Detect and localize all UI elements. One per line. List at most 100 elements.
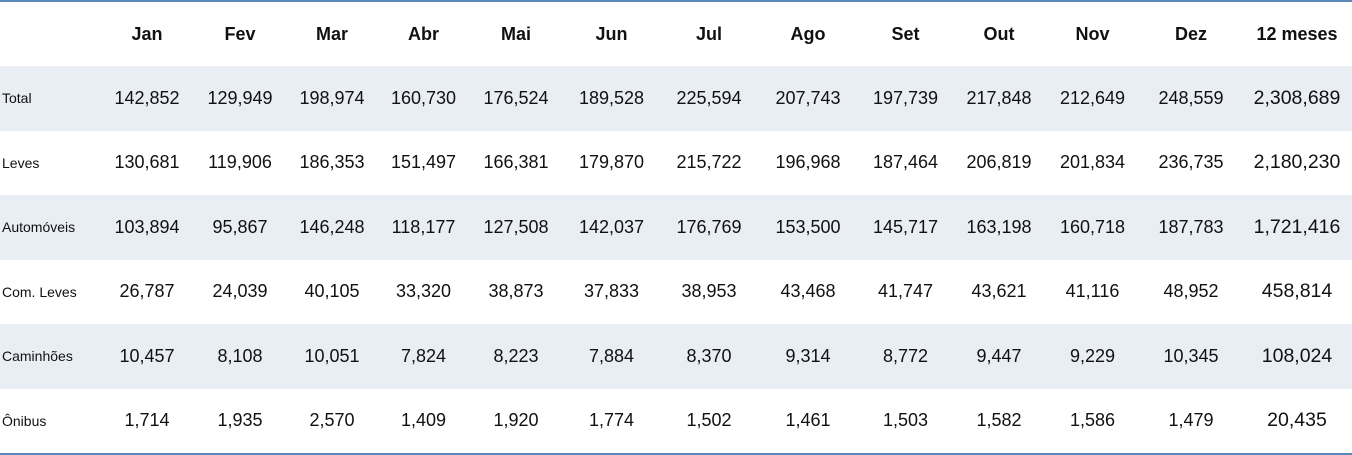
value-cell: 236,735 <box>1158 152 1224 173</box>
value-cell: 48,952 <box>1163 281 1219 302</box>
value-cell: 1,586 <box>1069 410 1116 431</box>
value-cell: 40,105 <box>304 281 360 302</box>
column-header: Fev <box>224 23 256 44</box>
value-cell: 160,730 <box>378 66 469 131</box>
value-cell: 1,461 <box>785 410 831 431</box>
total-cell: 2,308,689 <box>1242 66 1352 131</box>
value-cell: 176,524 <box>469 66 563 131</box>
value-cell: 217,848 <box>953 66 1045 131</box>
total-cell: 1,721,416 <box>1242 195 1352 260</box>
value-cell: 225,594 <box>660 66 758 131</box>
total-cell: 2,180,230 <box>1253 151 1341 174</box>
column-header: Nov <box>1075 23 1110 44</box>
value-cell: 176,769 <box>660 195 758 260</box>
value-cell: 9,314 <box>758 324 858 389</box>
column-header: Jul <box>695 23 722 44</box>
value-cell: 1,503 <box>882 410 929 431</box>
value-cell: 248,559 <box>1140 66 1242 131</box>
value-cell: 1,935 <box>217 410 263 431</box>
value-cell: 145,717 <box>858 195 953 260</box>
value-cell: 129,949 <box>194 66 286 131</box>
value-cell: 187,464 <box>872 152 939 173</box>
column-header: Mar <box>315 23 348 44</box>
total-cell: 458,814 <box>1261 280 1333 303</box>
value-cell: 10,345 <box>1140 324 1242 389</box>
value-cell: 38,953 <box>681 281 737 302</box>
value-cell: 8,370 <box>660 324 758 389</box>
value-cell: 10,457 <box>100 324 194 389</box>
value-cell: 186,353 <box>299 152 365 173</box>
table-row: Caminhões 10,457 8,108 10,051 7,824 8,223 7,88… <box>0 324 1352 389</box>
value-cell: 1,479 <box>1168 410 1214 431</box>
total-cell: 20,435 <box>1267 409 1327 432</box>
value-cell: 43,621 <box>971 281 1027 302</box>
value-cell: 41,747 <box>877 281 934 302</box>
value-cell: 196,968 <box>775 152 841 173</box>
value-cell: 153,500 <box>758 195 858 260</box>
value-cell: 142,852 <box>100 66 194 131</box>
value-cell: 2,570 <box>309 410 355 431</box>
row-label: Total <box>0 66 100 131</box>
row-label: Leves <box>2 154 40 171</box>
column-header: Mai <box>500 23 531 44</box>
table-row: Com. Leves 26,787 24,039 40,105 33,320 38,873… <box>0 260 1352 325</box>
value-cell: 33,320 <box>395 281 452 302</box>
value-cell: 24,039 <box>212 281 268 302</box>
value-cell: 7,884 <box>563 324 660 389</box>
total-cell: 108,024 <box>1242 324 1352 389</box>
value-cell: 7,824 <box>378 324 469 389</box>
row-label: Ônibus <box>2 412 47 429</box>
row-label: Caminhões <box>0 324 100 389</box>
value-cell: 43,468 <box>780 281 836 302</box>
value-cell: 207,743 <box>758 66 858 131</box>
value-cell: 160,718 <box>1045 195 1140 260</box>
value-cell: 212,649 <box>1045 66 1140 131</box>
value-cell: 189,528 <box>563 66 660 131</box>
value-cell: 37,833 <box>583 281 640 302</box>
value-cell: 130,681 <box>114 152 180 173</box>
value-cell: 1,409 <box>400 410 447 431</box>
value-cell: 8,772 <box>858 324 953 389</box>
value-cell: 179,870 <box>578 152 645 173</box>
value-cell: 26,787 <box>119 281 175 302</box>
value-cell: 9,229 <box>1045 324 1140 389</box>
value-cell: 119,906 <box>208 152 272 173</box>
value-cell: 103,894 <box>100 195 194 260</box>
table-body: Total 142,852 129,949 198,974 160,730 176,524… <box>0 66 1352 454</box>
column-header: 12 meses <box>1256 23 1338 44</box>
value-cell: 142,037 <box>563 195 660 260</box>
value-cell: 163,198 <box>953 195 1045 260</box>
value-cell: 118,177 <box>378 195 469 260</box>
column-header: Out <box>983 23 1015 44</box>
column-header: Abr <box>408 23 439 44</box>
value-cell: 1,920 <box>493 410 539 431</box>
column-header: Jun <box>595 23 628 44</box>
value-cell: 1,774 <box>588 410 635 431</box>
value-cell: 41,116 <box>1065 281 1120 302</box>
value-cell: 9,447 <box>953 324 1045 389</box>
value-cell: 201,834 <box>1059 152 1126 173</box>
value-cell: 1,502 <box>686 410 732 431</box>
value-cell: 197,739 <box>858 66 953 131</box>
value-cell: 187,783 <box>1140 195 1242 260</box>
value-cell: 38,873 <box>488 281 544 302</box>
table-row: Total 142,852 129,949 198,974 160,730 176,524… <box>0 66 1352 131</box>
header-row: Jan Fev Mar Abr Mai Jun Jul Ago Set Out Nov Dez 12 m… <box>0 1 1352 66</box>
row-label: Automóveis <box>0 195 100 260</box>
value-cell: 206,819 <box>966 152 1032 173</box>
value-cell: 127,508 <box>469 195 563 260</box>
table-row: Automóveis 103,894 95,867 146,248 118,177 127… <box>0 195 1352 260</box>
value-cell: 8,223 <box>469 324 563 389</box>
column-header: Jan <box>131 23 163 44</box>
corner-cell <box>0 1 100 66</box>
value-cell: 146,248 <box>286 195 378 260</box>
value-cell: 95,867 <box>194 195 286 260</box>
table-row: Leves 130,681 119,906 186,353 151,497 166,381… <box>0 131 1352 196</box>
value-cell: 215,722 <box>676 152 742 173</box>
value-cell: 1,714 <box>124 410 170 431</box>
value-cell: 1,582 <box>976 410 1022 431</box>
value-cell: 10,051 <box>286 324 378 389</box>
column-header: Ago <box>790 23 826 44</box>
